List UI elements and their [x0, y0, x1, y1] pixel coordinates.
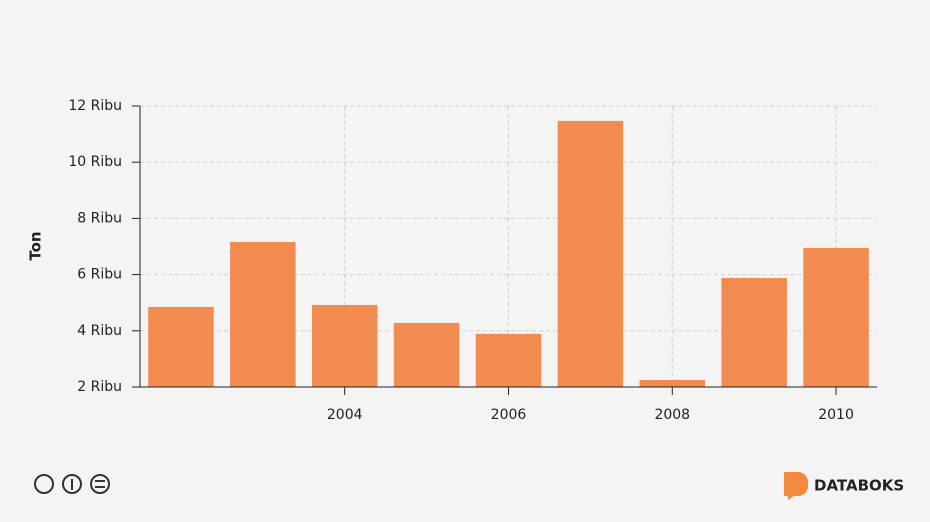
cc-icons	[34, 474, 110, 494]
y-tick-label: 12 Ribu	[68, 98, 122, 114]
brand: DATABOKS	[814, 477, 904, 495]
y-tick-label: 4 Ribu	[77, 323, 122, 339]
x-tick-label: 2006	[491, 407, 527, 423]
y-tick-label: 6 Ribu	[77, 267, 122, 283]
y-tick-label: 10 Ribu	[68, 154, 122, 170]
bar	[557, 120, 624, 387]
bar	[721, 277, 787, 387]
bar	[475, 333, 542, 387]
bar	[148, 306, 214, 387]
x-tick-label: 2010	[818, 407, 854, 423]
bar	[803, 247, 869, 387]
x-tick-label: 2008	[654, 407, 690, 423]
y-axis-label: Ton	[27, 231, 45, 260]
logo-icon	[784, 472, 808, 500]
y-tick-label: 8 Ribu	[77, 210, 122, 226]
x-tick-label: 2004	[327, 407, 363, 423]
bar	[639, 379, 706, 387]
y-tick-label: 2 Ribu	[77, 379, 122, 395]
bar	[393, 322, 460, 387]
bar	[230, 242, 296, 387]
bar	[311, 304, 378, 387]
